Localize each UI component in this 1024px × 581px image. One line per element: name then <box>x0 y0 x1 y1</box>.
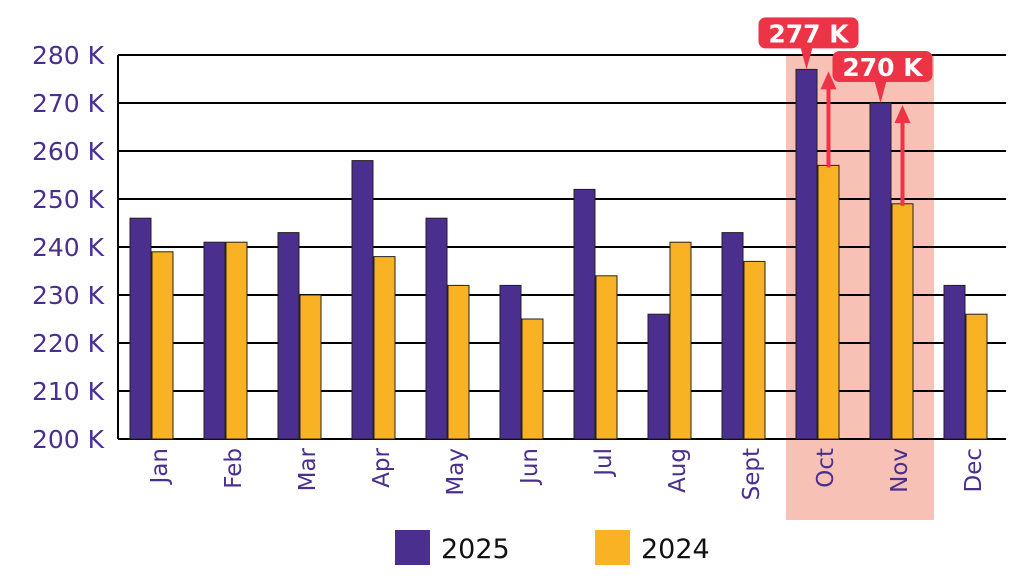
x-tick-label: Jul <box>591 448 617 478</box>
bar-2024-Jan <box>151 251 174 440</box>
x-tick-label: Apr <box>369 447 395 487</box>
x-tick-label: Sept <box>739 448 765 500</box>
legend: 2025 2024 <box>395 530 710 565</box>
legend-label: 2024 <box>641 534 710 565</box>
arrow-head-icon <box>820 71 837 90</box>
y-tick-label: 200 K <box>32 425 105 454</box>
callout-pointer <box>800 47 813 70</box>
annotations: 277 K 270 K <box>758 17 933 206</box>
bar-2024-Oct <box>817 164 840 440</box>
y-tick-label: 250 K <box>32 185 105 214</box>
y-tick-label: 260 K <box>32 137 105 166</box>
x-tick-label: Jan <box>147 448 173 485</box>
bar-2025-Feb <box>203 241 226 440</box>
callout-pointer <box>874 81 887 103</box>
x-tick-label: Jun <box>517 448 543 486</box>
bar-2025-Jul <box>573 188 596 440</box>
bar-2024-Jul <box>595 275 618 440</box>
legend-swatch-2025 <box>395 530 430 565</box>
bar-2024-Mar <box>299 294 322 440</box>
y-tick-label: 240 K <box>32 233 105 262</box>
bar-2024-Aug <box>669 241 692 440</box>
bar-2024-Feb <box>225 241 248 440</box>
bar-2024-Dec <box>965 313 988 440</box>
callout-label: 277 K <box>768 19 850 48</box>
legend-swatch-2024 <box>595 530 630 565</box>
y-tick-label: 220 K <box>32 329 105 358</box>
bar-2025-Nov <box>869 102 892 440</box>
x-tick-label: Nov <box>887 448 913 493</box>
callout-box <box>832 51 933 82</box>
bar-2024-Nov <box>891 203 914 440</box>
x-tick-label: May <box>443 448 469 496</box>
bar-2024-Apr <box>373 256 396 440</box>
y-tick-label: 270 K <box>32 89 105 118</box>
y-axis-ticks: 200 K 210 K 220 K 230 K 240 K 250 K 260 K 270 K… <box>32 41 105 454</box>
y-tick-label: 230 K <box>32 281 105 310</box>
gridlines <box>117 54 1006 440</box>
bar-2025-Oct <box>795 68 818 440</box>
y-tick-label: 280 K <box>32 41 105 70</box>
bar-2025-Jan <box>129 217 152 440</box>
callout-label: 270 K <box>842 53 924 82</box>
x-tick-label: Mar <box>295 447 321 491</box>
bar-2025-Jun <box>499 284 522 440</box>
bar-2025-Aug <box>647 313 670 440</box>
bar-2025-May <box>425 217 448 440</box>
bar-2025-Apr <box>351 160 374 440</box>
bar-2025-Mar <box>277 232 300 440</box>
bar-2024-Jun <box>521 318 544 440</box>
x-tick-label: Feb <box>221 448 247 489</box>
y-tick-label: 210 K <box>32 377 105 406</box>
bar-2025-Dec <box>943 284 966 440</box>
x-tick-label: Oct <box>813 448 839 488</box>
bar-2024-May <box>447 284 470 440</box>
legend-label: 2025 <box>441 534 510 565</box>
x-tick-label: Dec <box>961 448 987 493</box>
callout-box <box>758 17 859 49</box>
x-tick-label: Aug <box>665 448 691 493</box>
bar-2025-Sept <box>721 232 744 440</box>
arrow-head-icon <box>894 105 911 123</box>
bar-2024-Sept <box>743 260 766 440</box>
x-axis-labels: Jan Feb Mar Apr May Jun Jul Aug Sept Oct Nov Dec <box>147 447 987 500</box>
bars <box>129 68 988 440</box>
